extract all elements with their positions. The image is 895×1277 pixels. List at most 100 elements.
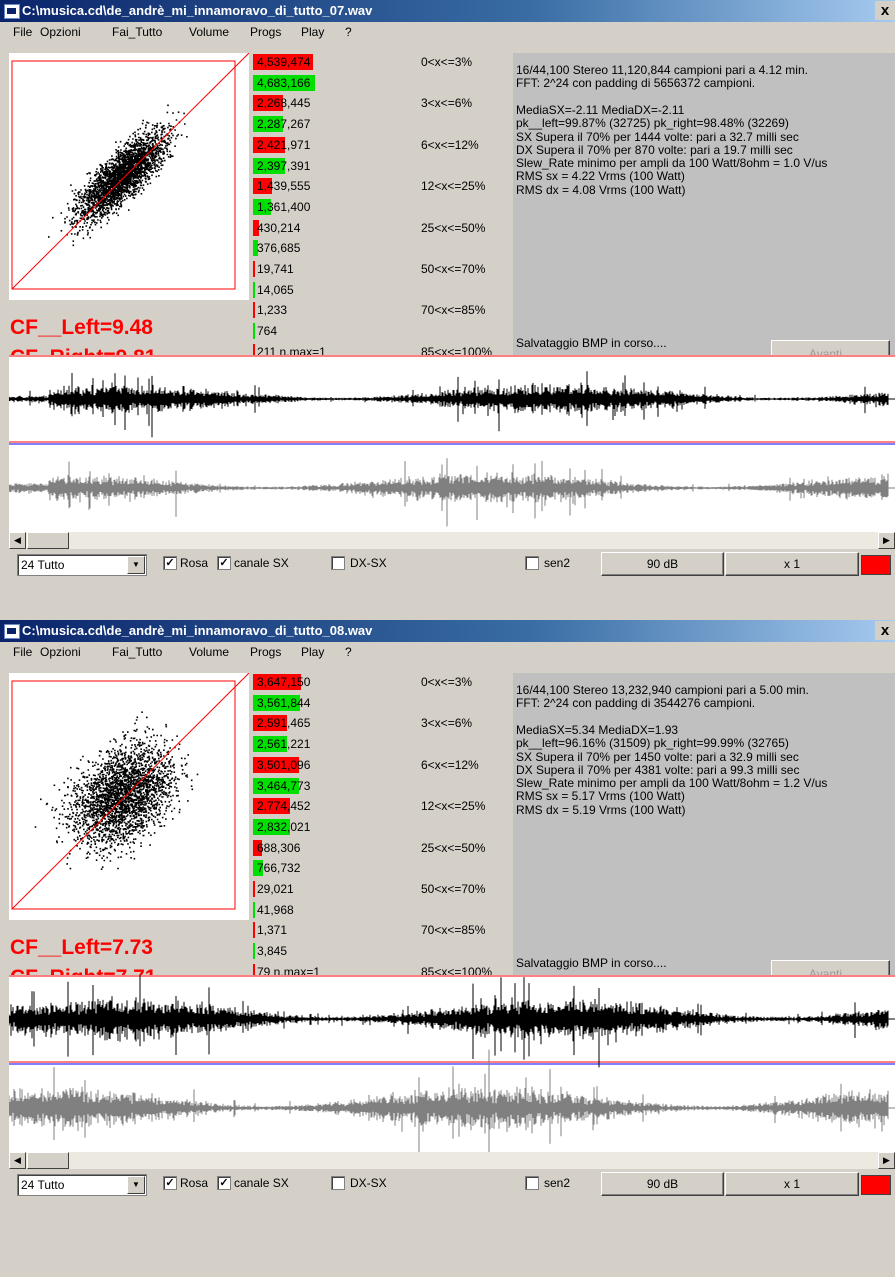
- level-histogram: 4,539,474 0<x<=3% 4,683,166 2,268,445 3<x<=6…: [253, 53, 505, 403]
- histogram-row: 2,832,021: [253, 818, 505, 835]
- horizontal-scrollbar[interactable]: ◀ ▶: [9, 532, 895, 549]
- status-text: Salvataggio BMP in corso....: [516, 956, 667, 970]
- right-channel-bar: [253, 694, 300, 711]
- app-icon: [4, 4, 20, 19]
- info-line: 16/44,100 Stereo 11,120,844 campioni par…: [516, 63, 808, 77]
- menu-item-[interactable]: ?: [345, 645, 352, 659]
- histogram-range: 50<x<=70%: [421, 882, 486, 896]
- menu-item-play[interactable]: Play: [301, 645, 325, 659]
- rosa-checkbox[interactable]: ✓: [163, 556, 177, 570]
- histogram-count: 41,968: [257, 902, 294, 917]
- histogram-count: 2,421,971: [257, 137, 311, 152]
- menu-item-faitutto[interactable]: Fai_Tutto: [112, 645, 163, 659]
- combo-arrow-icon[interactable]: ▼: [127, 556, 145, 574]
- sen2-label: sen2: [544, 556, 571, 570]
- menu-item-opzioni[interactable]: Opzioni: [40, 25, 81, 39]
- combo-arrow-icon[interactable]: ▼: [127, 1176, 145, 1194]
- menu-item-opzioni[interactable]: Opzioni: [40, 645, 81, 659]
- histogram-count: 2,268,445: [257, 96, 311, 111]
- window-title: C:\musica.cd\de_andrè_mi_innamoravo_di_t…: [22, 623, 373, 638]
- left-channel-bar: [253, 922, 255, 939]
- menu-item-file[interactable]: File: [13, 645, 33, 659]
- right-channel-bar: [253, 157, 285, 174]
- menu-item-volume[interactable]: Volume: [189, 25, 230, 39]
- rosa-label: Rosa: [180, 1176, 209, 1190]
- histogram-count: 2,774,452: [257, 799, 311, 814]
- waveform-svg: [8, 973, 895, 1154]
- histogram-row: 1,233 70<x<=85%: [253, 301, 505, 319]
- histogram-row: 766,732: [253, 859, 505, 877]
- histogram-range: 12<x<=25%: [421, 179, 486, 194]
- level-histogram: 3,647,150 0<x<=3% 3,561,844 2,591,465 3<x<=6…: [253, 673, 505, 1023]
- menu-bar: File Opzioni Fai_Tutto Volume Progs Play?: [0, 642, 895, 662]
- title-bar[interactable]: C:\musica.cd\de_andrè_mi_innamoravo_di_t…: [0, 620, 895, 642]
- scatter-svg: [11, 52, 250, 290]
- right-channel-bar: [253, 74, 315, 91]
- close-button[interactable]: x: [875, 1, 895, 20]
- close-button[interactable]: x: [875, 621, 895, 640]
- left-channel-bar: [253, 343, 255, 360]
- left-channel-waveform: [8, 973, 889, 1068]
- histogram-count: 1,361,400: [257, 199, 311, 214]
- menu-item-play[interactable]: Play: [301, 25, 325, 39]
- title-bar[interactable]: C:\musica.cd\de_andrè_mi_innamoravo_di_t…: [0, 0, 895, 22]
- zoom-button[interactable]: x 1: [725, 1172, 859, 1196]
- sen2-checkbox[interactable]: [525, 556, 539, 570]
- histogram-row: 3,561,844: [253, 694, 505, 711]
- right-channel-bar: [253, 281, 255, 298]
- info-line: RMS sx = 5.17 Vrms (100 Watt): [516, 789, 685, 804]
- channel-combo[interactable]: 24 Tutto ▼: [17, 1174, 147, 1196]
- scroll-left-arrow-icon[interactable]: ◀: [9, 532, 26, 549]
- scroll-thumb[interactable]: [27, 1152, 69, 1169]
- info-panel: Salvataggio BMP in corso.... Avanti... 1…: [513, 673, 895, 1020]
- dx-sx-checkbox[interactable]: [331, 1176, 345, 1190]
- dx-sx-checkbox[interactable]: [331, 556, 345, 570]
- scatter-points: [34, 711, 199, 870]
- histogram-row: 2,591,465 3<x<=6%: [253, 714, 505, 732]
- scatter-svg: [11, 672, 250, 910]
- histogram-count: 19,741: [257, 262, 294, 276]
- menu-bar: File Opzioni Fai_Tutto Volume Progs Play?: [0, 22, 895, 42]
- scroll-right-arrow-icon[interactable]: ▶: [878, 532, 895, 549]
- menu-item-volume[interactable]: Volume: [189, 645, 230, 659]
- canale-sx-checkbox[interactable]: ✓: [217, 556, 231, 570]
- scroll-right-arrow-icon[interactable]: ▶: [878, 1152, 895, 1169]
- app-icon: [4, 624, 20, 639]
- right-channel-bar: [253, 901, 255, 918]
- horizontal-scrollbar[interactable]: ◀ ▶: [9, 1152, 895, 1169]
- histogram-count: 14,065: [257, 282, 294, 297]
- menu-item-file[interactable]: File: [13, 25, 33, 39]
- scroll-left-arrow-icon[interactable]: ◀: [9, 1152, 26, 1169]
- sen2-checkbox[interactable]: [525, 1176, 539, 1190]
- histogram-row: 3,501,096 6<x<=12%: [253, 756, 505, 773]
- sen2-label: sen2: [544, 1176, 571, 1190]
- db-button[interactable]: 90 dB: [601, 1172, 724, 1196]
- color-swatch-button[interactable]: [861, 1175, 891, 1195]
- histogram-count: 29,021: [257, 882, 294, 896]
- menu-item-[interactable]: ?: [345, 25, 352, 39]
- left-channel-bar: [253, 715, 287, 732]
- db-button[interactable]: 90 dB: [601, 552, 724, 576]
- channel-combo[interactable]: 24 Tutto ▼: [17, 554, 147, 576]
- left-channel-bar: [253, 674, 301, 690]
- histogram-count: 766,732: [257, 861, 301, 876]
- right-channel-bar: [253, 240, 258, 257]
- histogram-row: 4,683,166: [253, 74, 505, 91]
- menu-item-progs[interactable]: Progs: [250, 25, 282, 39]
- histogram-count: 376,685: [257, 241, 301, 256]
- scroll-thumb[interactable]: [27, 532, 69, 549]
- canale-sx-checkbox[interactable]: ✓: [217, 1176, 231, 1190]
- left-channel-bar: [253, 54, 313, 70]
- menu-item-progs[interactable]: Progs: [250, 645, 282, 659]
- menu-item-faitutto[interactable]: Fai_Tutto: [112, 25, 163, 39]
- histogram-range: 12<x<=25%: [421, 799, 486, 814]
- zoom-button[interactable]: x 1: [725, 552, 859, 576]
- histogram-count: 2,397,391: [257, 158, 311, 173]
- analyzer-window: C:\musica.cd\de_andrè_mi_innamoravo_di_t…: [0, 620, 895, 1277]
- control-bar: 24 Tutto ▼ ✓ Rosa ✓ canale SX DX-SX sen2…: [0, 1171, 895, 1197]
- rosa-checkbox[interactable]: ✓: [163, 1176, 177, 1190]
- left-channel-bar: [253, 302, 255, 319]
- left-channel-waveform: [8, 371, 889, 438]
- color-swatch-button[interactable]: [861, 555, 891, 575]
- histogram-count: 3,464,773: [257, 778, 311, 793]
